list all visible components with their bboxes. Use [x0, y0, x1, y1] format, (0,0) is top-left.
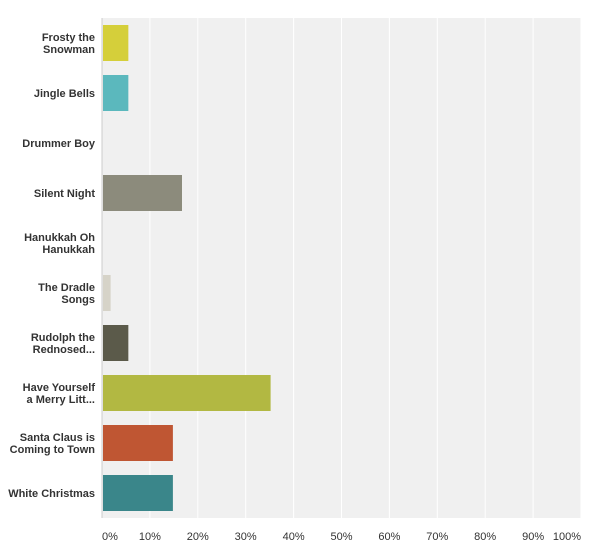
category-labels: Frosty the Snowman Jingle Bells Drummer Boy…: [8, 32, 96, 500]
bar: [103, 25, 129, 61]
bar: [103, 475, 173, 511]
category-label: Hanukkah Oh Hanukkah: [24, 232, 95, 256]
bar: [103, 375, 271, 411]
category-label: Silent Night: [34, 188, 95, 200]
category-label: Rudolph the Rednosed...: [31, 332, 95, 356]
category-label: Have Yourself a Merry Litt...: [23, 382, 96, 406]
gridlines: [149, 18, 582, 518]
category-label: The Dradle Songs: [38, 282, 95, 306]
x-tick-label: 40%: [283, 531, 305, 543]
bar: [103, 325, 129, 361]
category-label: White Christmas: [8, 488, 95, 500]
x-tick-label: 30%: [235, 531, 257, 543]
x-tick-label: 50%: [330, 531, 352, 543]
bar: [103, 275, 111, 311]
x-tick-label: 70%: [426, 531, 448, 543]
category-label: Drummer Boy: [22, 138, 96, 150]
x-tick-label: 0%: [102, 531, 118, 543]
x-tick-labels: 0% 10% 20% 30% 40% 50% 60% 70% 80% 90% 100%: [102, 531, 581, 543]
x-tick-label: 90%: [522, 531, 544, 543]
x-tick-label: 20%: [187, 531, 209, 543]
category-label: Jingle Bells: [34, 88, 95, 100]
x-tick-label: 10%: [139, 531, 161, 543]
bar: [103, 425, 173, 461]
x-tick-label: 80%: [474, 531, 496, 543]
x-tick-label: 60%: [378, 531, 400, 543]
bar: [103, 175, 182, 211]
category-label: Santa Claus is Coming to Town: [10, 432, 96, 456]
category-label: Frosty the Snowman: [42, 32, 95, 56]
x-tick-label: 100%: [553, 531, 581, 543]
bars: [103, 25, 271, 511]
bar: [103, 75, 129, 111]
